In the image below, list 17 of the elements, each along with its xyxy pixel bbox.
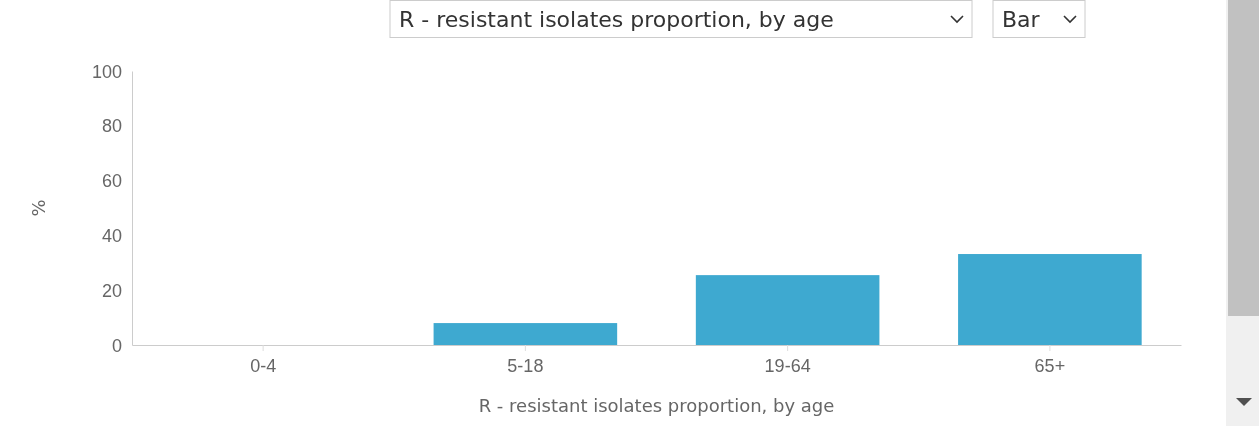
bar (958, 254, 1142, 345)
x-axis-title: R - resistant isolates proportion, by age (478, 395, 835, 416)
bar (433, 323, 618, 345)
y-tick-label: 0 (111, 335, 122, 356)
x-tick-label: 5-18 (507, 355, 544, 376)
y-tick-label: 60 (101, 171, 122, 192)
y-tick-label: 40 (101, 225, 122, 246)
y-axis-title: % (28, 199, 49, 217)
x-tick-label: 65+ (1034, 355, 1066, 376)
y-tick-label: 20 (101, 280, 122, 301)
x-tick-label: 19-64 (764, 355, 811, 376)
x-tick-label: 0-4 (250, 355, 277, 376)
dropdown: Bar (992, 0, 1086, 38)
y-tick-label: 100 (91, 61, 122, 82)
dropdown: R - resistant isolates proportion, by age (389, 0, 973, 38)
y-tick-label: 80 (101, 116, 122, 137)
bar (695, 275, 880, 345)
